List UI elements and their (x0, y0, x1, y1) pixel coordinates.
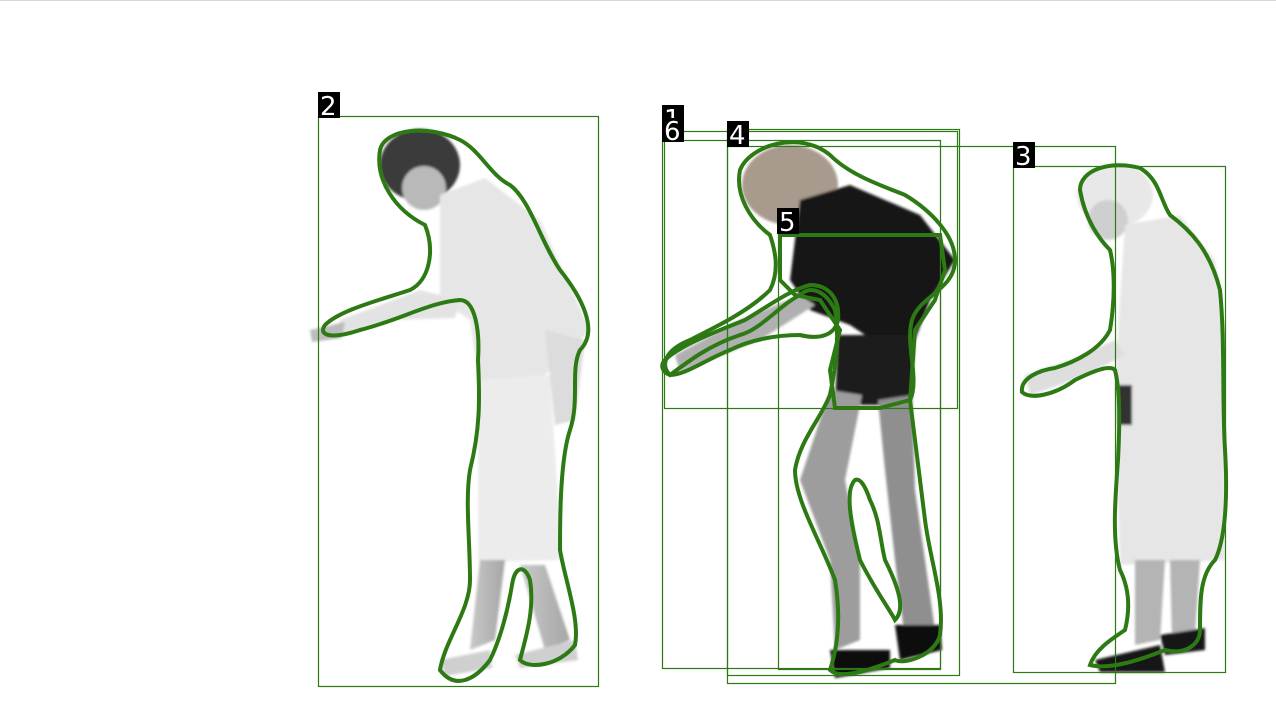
person-3-figure (1025, 163, 1225, 672)
person-2-figure (310, 129, 590, 676)
person-4-figure (675, 145, 955, 678)
person-3-outline (1019, 163, 1229, 669)
tag-4: 4 (727, 121, 749, 151)
bbox-6 (663, 130, 959, 410)
bbox-3 (1012, 165, 1227, 674)
bbox-2 (317, 115, 600, 688)
tag-2: 2 (318, 92, 340, 122)
tag-3: 3 (1013, 142, 1035, 172)
tag-4-text: 4 (729, 121, 746, 151)
bbox-5 (777, 234, 942, 671)
tag-3-text: 3 (1015, 142, 1032, 172)
tag-2-text: 2 (320, 92, 337, 122)
tag-5-text: 5 (779, 208, 796, 238)
tag-6: 6 (662, 117, 684, 147)
person-2-outline (321, 128, 591, 683)
label-tags: 2 1 6 4 5 3 (318, 92, 1035, 238)
bounding-boxes (317, 115, 1227, 688)
tag-6-text: 6 (664, 117, 681, 147)
leg-gap-outline (847, 477, 903, 624)
bbox-4b (726, 145, 1117, 685)
tag-5: 5 (777, 208, 799, 238)
person-6-outline (660, 282, 841, 378)
